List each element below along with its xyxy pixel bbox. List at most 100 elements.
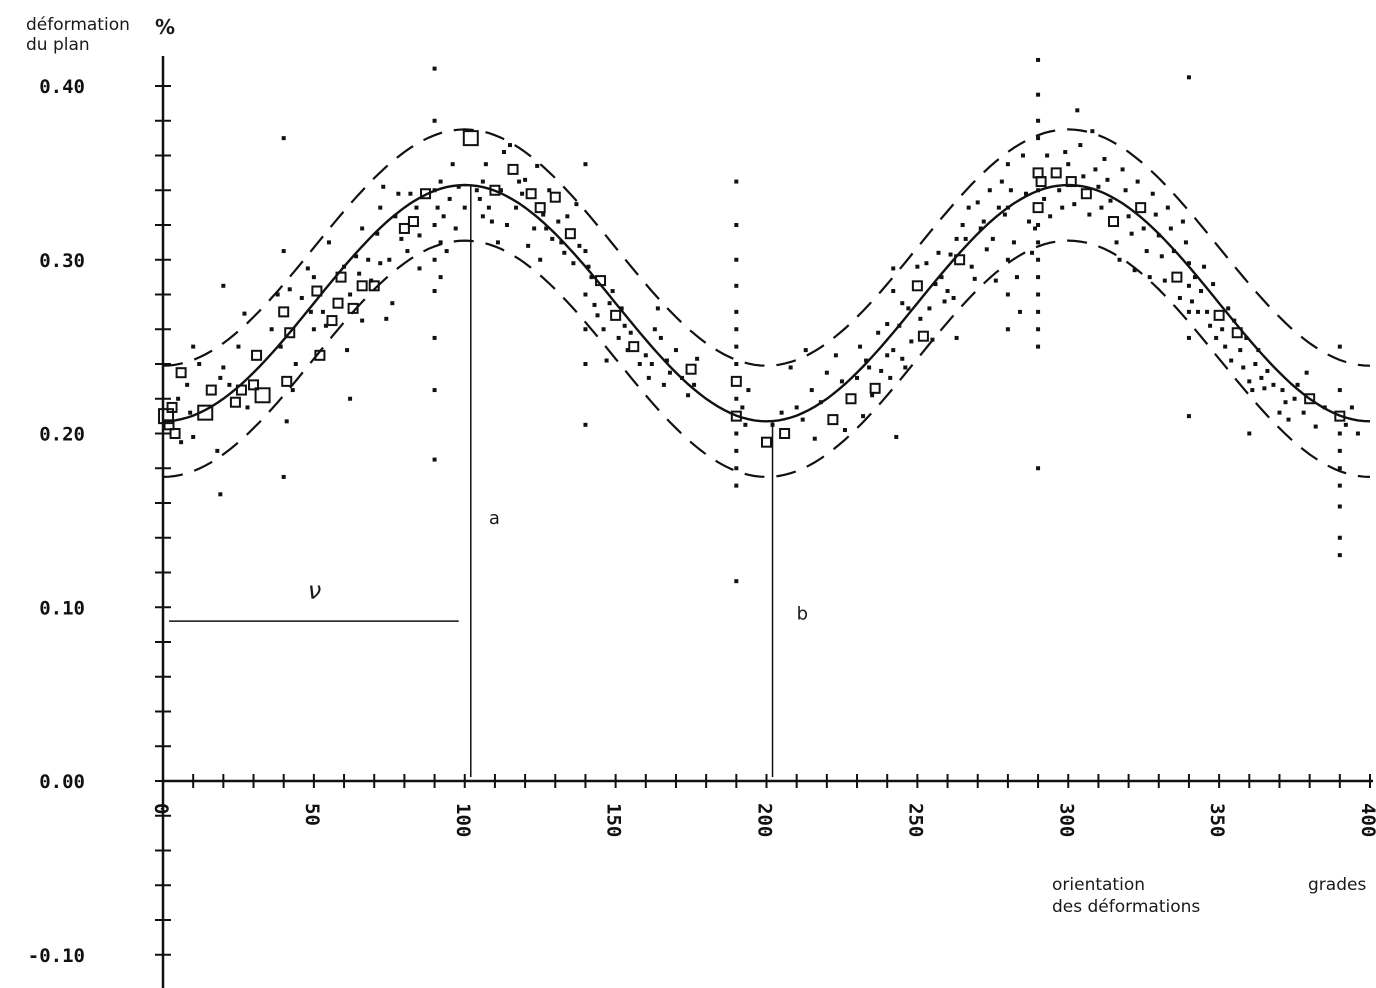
y-tick-label: 0.20 (39, 424, 85, 446)
data-point (517, 179, 522, 184)
data-point (984, 247, 989, 252)
data-point (673, 348, 678, 353)
data-point (574, 202, 579, 207)
data-point (1032, 167, 1044, 179)
data-point (408, 191, 413, 196)
data-point (1271, 382, 1276, 387)
data-point (861, 414, 866, 419)
data-point (891, 266, 896, 271)
data-point (417, 233, 422, 238)
data-point (381, 184, 386, 189)
data-point (993, 278, 998, 283)
data-point (432, 118, 437, 123)
data-point (897, 323, 902, 328)
data-point (1033, 226, 1038, 231)
data-point (730, 410, 742, 422)
data-point (1108, 198, 1113, 203)
data-point (917, 330, 929, 342)
data-point (342, 264, 347, 269)
data-point (1192, 275, 1197, 280)
data-point (1036, 136, 1041, 141)
data-point (432, 289, 437, 294)
data-point (254, 387, 271, 404)
data-point (215, 448, 220, 453)
data-point (525, 188, 537, 200)
data-point (1150, 191, 1155, 196)
data-point (1005, 327, 1010, 332)
data-point (290, 388, 295, 393)
data-point (287, 287, 292, 292)
data-point (1035, 176, 1047, 188)
data-point (1020, 153, 1025, 158)
data-point (954, 254, 966, 266)
data-point (583, 249, 588, 254)
data-point (1208, 323, 1213, 328)
data-point (1186, 309, 1191, 314)
data-point (583, 162, 588, 167)
data-point (1247, 431, 1252, 436)
data-point (646, 375, 651, 380)
data-point (1301, 410, 1306, 415)
data-point (444, 249, 449, 254)
data-point (972, 276, 977, 281)
data-point (514, 205, 519, 210)
data-point (1087, 212, 1092, 217)
data-point (335, 271, 347, 283)
y-axis-title-line1: déformation (26, 15, 130, 35)
data-point (432, 388, 437, 393)
data-point (1093, 167, 1098, 172)
data-point (1027, 219, 1032, 224)
data-point (966, 205, 971, 210)
data-point (1099, 205, 1104, 210)
data-point (824, 370, 829, 375)
data-point (508, 143, 513, 148)
data-point (432, 335, 437, 340)
data-point (924, 261, 929, 266)
data-point (345, 348, 350, 353)
data-point (495, 240, 500, 245)
data-point (685, 363, 697, 375)
data-point (625, 348, 630, 353)
x-axis-unit: grades (1308, 875, 1366, 895)
data-point (348, 396, 353, 401)
data-point (911, 280, 923, 292)
data-point (1050, 167, 1062, 179)
data-point (1036, 344, 1041, 349)
data-point (1005, 162, 1010, 167)
data-point (604, 358, 609, 363)
data-point (1032, 202, 1044, 214)
x-axis-title-line1: orientation (1052, 875, 1145, 895)
data-point (357, 271, 362, 276)
data-point (827, 414, 839, 426)
data-point (734, 344, 739, 349)
data-point (1057, 188, 1062, 193)
data-point (375, 231, 380, 236)
data-point (477, 196, 482, 201)
data-point (221, 365, 226, 370)
data-point (948, 252, 953, 257)
data-point (1214, 335, 1219, 340)
x-axis-title-line2: des déformations (1052, 897, 1200, 917)
data-point (498, 188, 503, 193)
data-point (800, 417, 805, 422)
data-point (1081, 174, 1086, 179)
data-point (407, 216, 419, 228)
data-point (293, 362, 298, 366)
data-point (1017, 309, 1022, 314)
data-point (526, 243, 531, 248)
data-point (858, 344, 863, 349)
nu-label: ν (308, 577, 321, 605)
data-point (1262, 386, 1267, 391)
data-point (1036, 240, 1041, 245)
data-point (1147, 275, 1152, 280)
data-points (158, 57, 1360, 584)
data-point (1141, 226, 1146, 231)
data-point (438, 275, 443, 280)
x-tick-label: 150 (603, 803, 625, 837)
data-point (534, 202, 546, 214)
data-point (1002, 212, 1007, 217)
data-point (163, 419, 175, 431)
data-point (610, 309, 622, 321)
data-point (1135, 179, 1140, 184)
data-point (1072, 202, 1077, 207)
